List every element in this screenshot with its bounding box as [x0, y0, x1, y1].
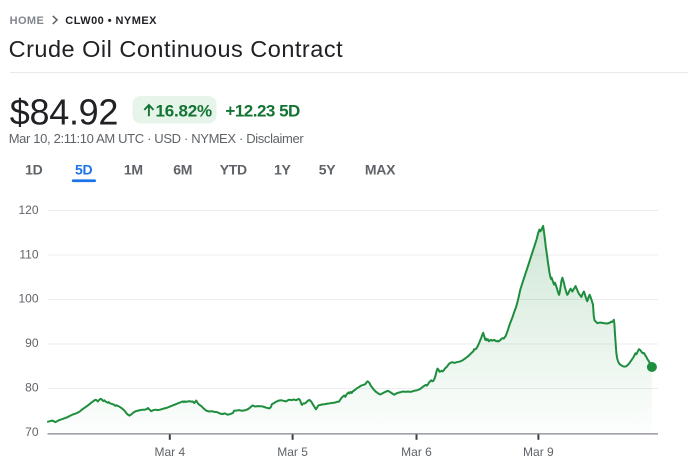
svg-text:MAX: MAX	[365, 162, 396, 178]
svg-text:Mar 4: Mar 4	[154, 445, 185, 459]
svg-text:5D: 5D	[75, 162, 92, 178]
svg-text:CLW00 • NYMEX: CLW00 • NYMEX	[65, 15, 157, 27]
svg-text:+12.23 5D: +12.23 5D	[225, 101, 300, 120]
svg-text:70: 70	[25, 425, 39, 439]
svg-text:16.82%: 16.82%	[156, 101, 213, 120]
svg-text:YTD: YTD	[220, 162, 247, 178]
svg-text:Crude Oil Continuous Contract: Crude Oil Continuous Contract	[9, 36, 344, 62]
svg-text:Mar 5: Mar 5	[277, 445, 308, 459]
svg-text:5Y: 5Y	[319, 162, 336, 178]
svg-text:6M: 6M	[173, 162, 192, 178]
svg-text:100: 100	[18, 292, 38, 306]
svg-text:80: 80	[25, 381, 39, 395]
svg-text:Mar 10, 2:11:10 AM UTC · USD ·: Mar 10, 2:11:10 AM UTC · USD · NYMEX · D…	[9, 131, 305, 146]
svg-text:1D: 1D	[25, 162, 42, 178]
svg-text:90: 90	[25, 336, 39, 350]
svg-text:110: 110	[19, 247, 38, 261]
svg-text:$84.92: $84.92	[10, 91, 118, 132]
svg-text:Mar 9: Mar 9	[523, 445, 554, 459]
svg-text:1Y: 1Y	[274, 162, 291, 178]
svg-text:1M: 1M	[124, 162, 143, 178]
svg-text:HOME: HOME	[10, 15, 45, 27]
svg-text:120: 120	[18, 203, 38, 217]
svg-text:Mar 6: Mar 6	[401, 445, 432, 459]
